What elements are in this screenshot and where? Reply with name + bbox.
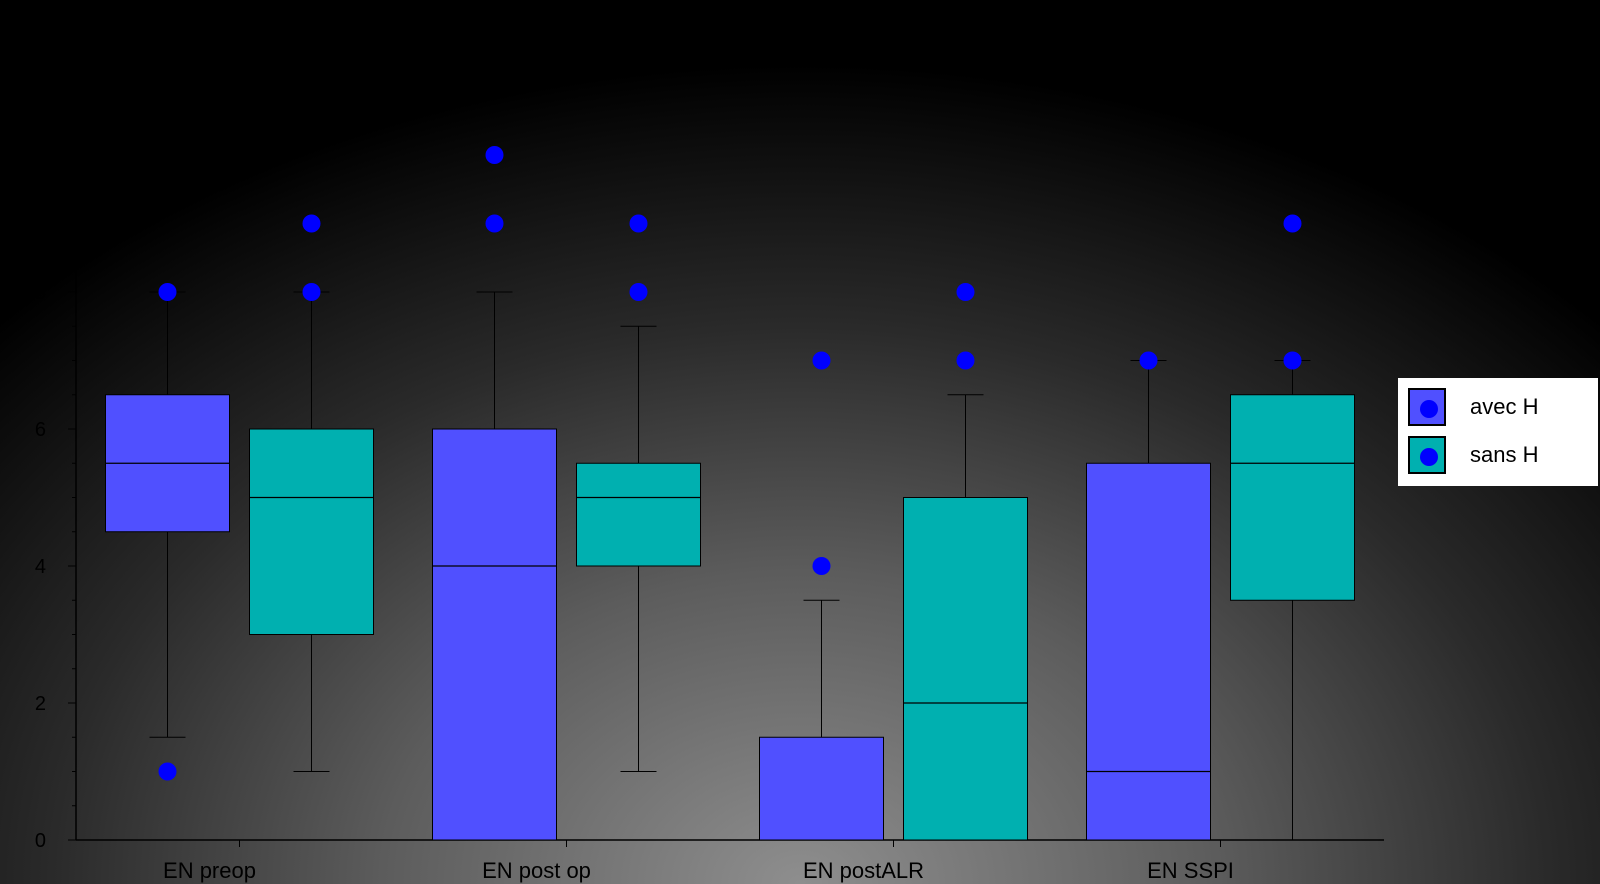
box: [759, 736, 884, 841]
box: [1230, 394, 1355, 601]
outlier-point: [485, 214, 504, 233]
outlier-point: [629, 214, 648, 233]
box: [1086, 462, 1211, 841]
x-tick-label: EN preop: [163, 858, 256, 883]
legend-item-avec-h: avec H: [1408, 388, 1538, 426]
outlier-point: [629, 283, 648, 301]
outlier-point: [302, 283, 321, 301]
outlier-point: [302, 214, 321, 233]
legend-label: sans H: [1470, 442, 1539, 467]
outlier-point: [158, 283, 177, 301]
y-tick-label: 6: [35, 419, 46, 441]
legend: avec H sans H: [1398, 378, 1598, 486]
box: [576, 462, 701, 567]
outlier-point: [956, 351, 975, 370]
legend-label: avec H: [1470, 394, 1539, 419]
legend-item-sans-h: sans H: [1408, 436, 1538, 474]
x-tick-label: EN SSPI: [1147, 858, 1234, 883]
outlier-point: [812, 557, 831, 575]
y-tick-label: 2: [35, 693, 46, 715]
outlier-point: [1283, 351, 1302, 370]
outlier-dot-icon: [1420, 448, 1438, 466]
tick-labels: 0 2 4 6 8 10 12 EN preop EN post op EN postALR EN …: [24, 8, 1234, 883]
outlier-point: [956, 283, 975, 301]
outlier-point: [485, 146, 504, 164]
outlier-point: [1139, 351, 1158, 370]
x-tick-label: EN post op: [482, 858, 591, 883]
boxes: [105, 291, 1355, 841]
legend-swatch: [1408, 436, 1446, 474]
x-tick-label: EN postALR: [803, 858, 924, 883]
outlier-point: [812, 351, 831, 370]
outlier-point: [1283, 214, 1302, 233]
y-tick-label: 10: [24, 145, 46, 167]
box: [432, 428, 557, 841]
legend-swatch: [1408, 388, 1446, 426]
outlier-dot-icon: [1420, 400, 1438, 418]
y-tick-label: 4: [35, 556, 46, 578]
outlier-point: [158, 762, 177, 781]
box: [903, 497, 1028, 841]
outliers: [158, 146, 1302, 781]
y-tick-label: 12: [24, 8, 46, 30]
y-tick-label: 8: [35, 282, 46, 304]
box: [249, 428, 374, 635]
y-tick-label: 0: [35, 830, 46, 852]
